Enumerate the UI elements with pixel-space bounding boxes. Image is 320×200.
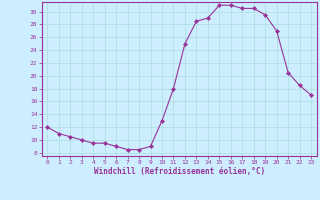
X-axis label: Windchill (Refroidissement éolien,°C): Windchill (Refroidissement éolien,°C) <box>94 167 265 176</box>
